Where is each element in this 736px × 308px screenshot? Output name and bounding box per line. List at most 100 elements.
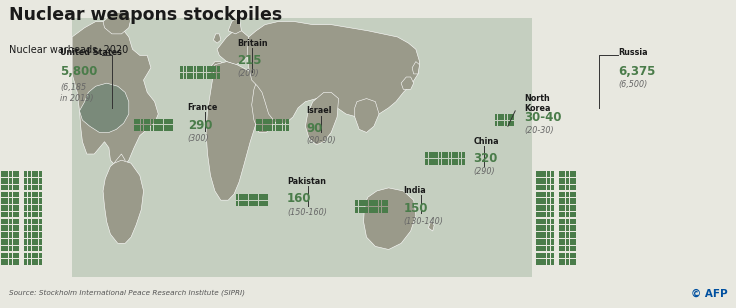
Bar <box>551 259 553 265</box>
Bar <box>439 152 442 158</box>
Bar <box>28 259 31 265</box>
Bar <box>1 219 4 224</box>
Bar <box>559 219 562 224</box>
Polygon shape <box>412 62 420 74</box>
Bar <box>539 246 542 251</box>
Bar <box>501 121 504 126</box>
Text: 30-40: 30-40 <box>524 111 562 124</box>
Bar <box>362 200 365 206</box>
Bar <box>236 194 238 200</box>
Bar <box>495 114 498 120</box>
Bar <box>566 239 569 245</box>
Bar <box>35 225 38 231</box>
Bar <box>536 219 539 224</box>
Bar <box>13 185 15 190</box>
Bar <box>543 212 546 217</box>
Bar <box>154 125 157 131</box>
Bar <box>562 178 565 184</box>
Bar <box>566 246 569 251</box>
Bar <box>263 119 266 124</box>
Bar <box>266 119 269 124</box>
Bar <box>16 185 19 190</box>
Text: Britain: Britain <box>237 38 268 47</box>
Bar <box>242 194 245 200</box>
Bar <box>551 253 553 258</box>
Bar <box>9 246 12 251</box>
Bar <box>9 205 12 211</box>
Bar <box>9 239 12 245</box>
Bar <box>539 171 542 177</box>
Bar <box>216 73 219 79</box>
Bar <box>13 212 15 217</box>
Bar <box>573 246 576 251</box>
Bar <box>1 225 4 231</box>
Bar <box>559 171 562 177</box>
Bar <box>28 205 31 211</box>
Bar <box>539 239 542 245</box>
Bar <box>562 239 565 245</box>
Bar <box>547 192 550 197</box>
Bar <box>455 152 458 158</box>
Polygon shape <box>206 62 259 200</box>
Bar <box>283 119 286 124</box>
Bar <box>32 225 35 231</box>
Bar <box>508 121 511 126</box>
Bar <box>1 198 4 204</box>
Bar <box>5 212 8 217</box>
Bar <box>570 246 573 251</box>
Bar <box>559 232 562 238</box>
Bar <box>428 159 431 165</box>
Bar <box>28 185 31 190</box>
Bar <box>35 185 38 190</box>
Bar <box>256 125 259 131</box>
Bar <box>13 178 15 184</box>
Text: Nuclear weapons stockpiles: Nuclear weapons stockpiles <box>9 6 282 24</box>
Bar <box>445 159 448 165</box>
Text: 6,375: 6,375 <box>618 65 656 78</box>
Bar <box>147 125 150 131</box>
Bar <box>573 178 576 184</box>
Bar <box>190 73 193 79</box>
Bar <box>141 119 144 124</box>
Bar <box>359 200 361 206</box>
Bar <box>543 232 546 238</box>
Bar <box>154 119 157 124</box>
Bar <box>39 178 42 184</box>
Bar <box>573 205 576 211</box>
Bar <box>462 152 464 158</box>
Bar <box>375 207 378 213</box>
Bar <box>386 207 388 213</box>
Bar <box>547 232 550 238</box>
Bar <box>536 225 539 231</box>
Bar <box>543 225 546 231</box>
Bar <box>16 246 19 251</box>
Bar <box>566 225 569 231</box>
Polygon shape <box>355 99 379 132</box>
Bar <box>265 201 268 206</box>
Bar <box>252 194 255 200</box>
Bar <box>570 259 573 265</box>
Bar <box>39 246 42 251</box>
Bar <box>543 259 546 265</box>
Bar <box>276 119 279 124</box>
Bar <box>566 212 569 217</box>
Text: Russia: Russia <box>618 48 648 57</box>
Bar <box>442 159 445 165</box>
Polygon shape <box>228 18 241 34</box>
Bar <box>9 212 12 217</box>
Bar <box>286 125 289 131</box>
Bar <box>16 205 19 211</box>
Bar <box>5 246 8 251</box>
Bar <box>13 198 15 204</box>
Bar <box>35 192 38 197</box>
Bar <box>536 205 539 211</box>
Bar <box>144 119 146 124</box>
Text: United States: United States <box>60 48 122 57</box>
Text: 215: 215 <box>237 54 261 67</box>
Bar <box>1 232 4 238</box>
Bar <box>13 192 15 197</box>
Bar <box>559 225 562 231</box>
Bar <box>543 239 546 245</box>
Bar <box>35 239 38 245</box>
Text: © AFP: © AFP <box>690 289 727 299</box>
